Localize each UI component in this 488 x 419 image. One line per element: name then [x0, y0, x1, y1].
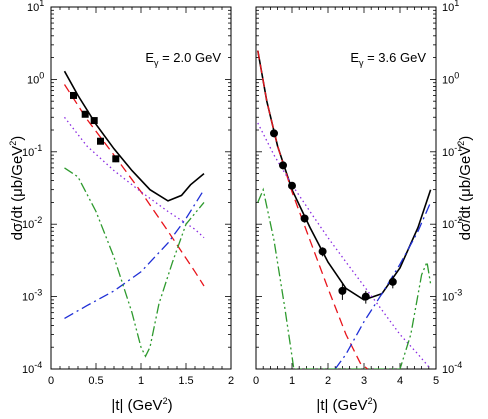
series-line-dotted: [63, 116, 205, 239]
series-line-dashed: [63, 84, 205, 287]
data-point: [81, 110, 89, 118]
x-tick-label: 3: [361, 375, 367, 387]
y-tick-label: 100: [27, 70, 44, 86]
x-tick-label: 4: [397, 375, 403, 387]
x-tick-label: 0: [48, 375, 54, 387]
x-axis-label-right: |t| (GeV2): [316, 396, 377, 414]
data-point: [300, 214, 309, 223]
data-point: [70, 91, 77, 99]
x-tick-label: 2: [325, 375, 331, 387]
data-point: [361, 292, 370, 301]
x-tick-label: 1: [138, 375, 144, 387]
y-tick-label: 10-2: [442, 215, 462, 231]
energy-annotation: Eγ = 2.0 GeV: [145, 50, 221, 68]
data-point: [270, 129, 278, 138]
y-tick-label: 10-1: [22, 143, 42, 159]
series-line-dashed: [257, 50, 369, 369]
data-point: [318, 247, 327, 256]
series-line-dashdot: [64, 189, 205, 319]
series-line-dotted: [257, 122, 432, 369]
y-tick-label: 101: [442, 0, 459, 14]
panel-egamma-3-6: 0 1 2 3 4 510-4 10-3 10-2 10-1 100 101 Eγ = 3.6 GeV: [253, 0, 462, 387]
y-tick-label: 10-1: [442, 143, 462, 159]
y-tick-label: 101: [27, 0, 44, 14]
data-point: [288, 181, 296, 190]
plot-frame: [255, 6, 437, 370]
x-axis-label-left: |t| (GeV2): [111, 396, 172, 414]
y-tick-label: 10-2: [22, 215, 42, 231]
data-point: [90, 117, 98, 125]
y-axis-label-right: dσ/dt (μb/GeV2): [456, 136, 474, 241]
y-tick-label: 10-4: [22, 360, 42, 376]
series-line-dashdotdot: [257, 187, 432, 369]
x-tick-label: 5: [433, 375, 439, 387]
x-tick-label: 0.5: [88, 375, 103, 387]
series-line-solid: [257, 50, 432, 301]
series-line-dashdot: [334, 202, 432, 369]
data-point: [388, 277, 397, 286]
y-tick-label: 10-3: [22, 288, 42, 304]
data-point: [97, 137, 104, 145]
y-tick-label: 10-3: [442, 288, 462, 304]
x-tick-label: 1: [289, 375, 295, 387]
x-tick-label: 2: [228, 375, 234, 387]
x-tick-label: 0: [253, 375, 259, 387]
x-tick-label: 1.5: [178, 375, 193, 387]
data-point: [112, 155, 120, 163]
y-tick-label: 100: [442, 70, 459, 86]
y-tick-label: 10-4: [442, 360, 462, 376]
y-axis-label-left: dσ/dt (μb/GeV2): [8, 136, 26, 241]
data-point: [338, 286, 347, 295]
panel-egamma-2-0: 0 0.5 1 1.5 2 10-4 10-3 10-2 10-1 100 101 Eγ = 2.0 …: [22, 0, 234, 387]
series-line-dashdotdot: [64, 167, 205, 358]
data-point: [279, 161, 287, 170]
energy-annotation: Eγ = 3.6 GeV: [350, 50, 426, 68]
series-line-solid: [63, 70, 205, 202]
